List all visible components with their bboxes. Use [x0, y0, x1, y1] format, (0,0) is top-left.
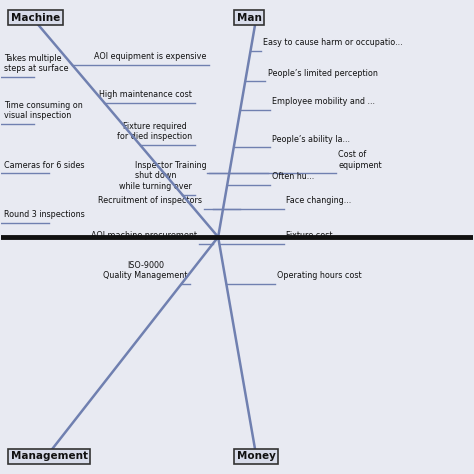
Text: Employee mobility and ...: Employee mobility and ...	[273, 97, 375, 106]
Text: Cost of
equipment: Cost of equipment	[338, 150, 382, 170]
Text: Fixture cost: Fixture cost	[286, 231, 333, 240]
Text: Fixture required
for died inspection: Fixture required for died inspection	[117, 122, 192, 141]
Text: shut down
while turning over: shut down while turning over	[119, 172, 192, 191]
Text: Face changing...: Face changing...	[286, 196, 352, 205]
Text: Inspector Training: Inspector Training	[135, 161, 206, 170]
Text: Operating hours cost: Operating hours cost	[277, 271, 362, 280]
Text: AOI equipment is expensive: AOI equipment is expensive	[94, 52, 206, 61]
Text: High maintenance cost: High maintenance cost	[100, 90, 192, 99]
Text: Easy to cause harm or occupatio...: Easy to cause harm or occupatio...	[263, 38, 402, 47]
Text: Recruitment of inspectors: Recruitment of inspectors	[98, 196, 201, 205]
Text: Time consuming on
visual inspection: Time consuming on visual inspection	[4, 101, 82, 120]
Text: Money: Money	[237, 451, 276, 461]
Text: AOI machine procurement: AOI machine procurement	[91, 231, 197, 240]
Text: Management: Management	[11, 451, 88, 461]
Text: Takes multiple
steps at surface: Takes multiple steps at surface	[4, 54, 68, 73]
Text: Machine: Machine	[11, 13, 60, 23]
Text: Cameras for 6 sides: Cameras for 6 sides	[4, 161, 84, 170]
Text: Often hu...: Often hu...	[273, 173, 315, 182]
Text: People’s limited perception: People’s limited perception	[268, 69, 377, 78]
Text: People’s ability la...: People’s ability la...	[273, 135, 350, 144]
Text: ISO-9000
Quality Management: ISO-9000 Quality Management	[103, 261, 188, 280]
Text: Round 3 inspections: Round 3 inspections	[4, 210, 84, 219]
Text: Man: Man	[237, 13, 262, 23]
